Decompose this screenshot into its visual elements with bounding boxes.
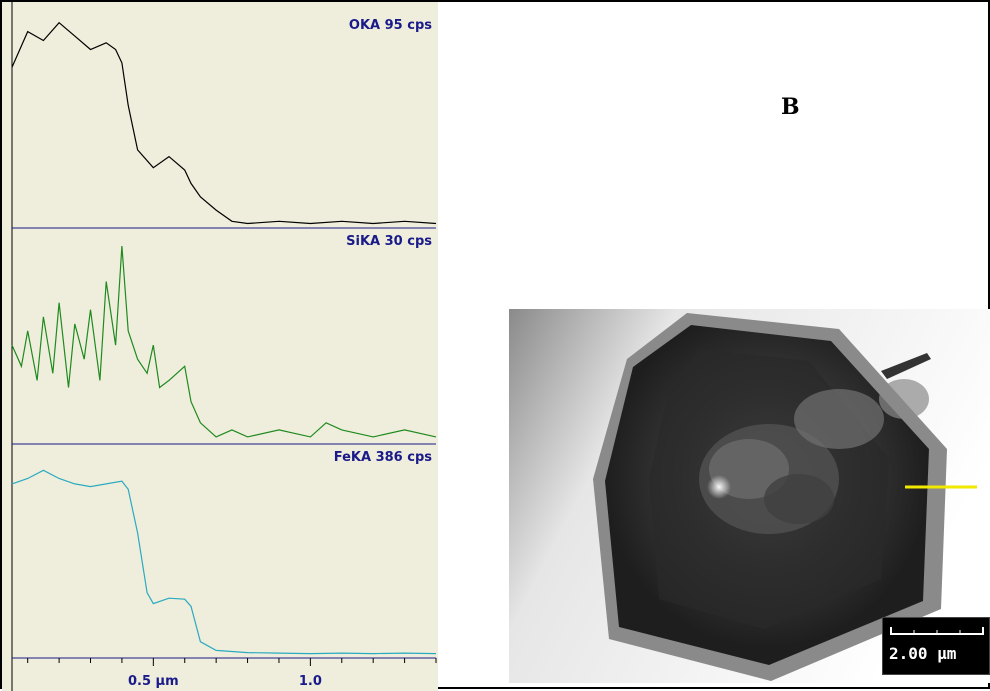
scale-bar-label: 2.00 µm xyxy=(889,644,957,663)
eds-line-scan-chart: OKA 95 cps SiKA 30 cps FeKA 386 cps 0.5 µm 1… xyxy=(2,2,438,691)
series-line-0 xyxy=(11,21,437,225)
series-label-0: OKA 95 cps xyxy=(349,18,432,33)
panel-label: B xyxy=(781,94,800,120)
series-label-1: SiKA 30 cps xyxy=(346,234,432,249)
series-line-1 xyxy=(11,246,437,438)
series-line-2 xyxy=(11,469,437,655)
scale-bar: 2.00 µm xyxy=(882,617,990,675)
x-tick-label: 0.5 µm xyxy=(128,674,179,689)
central-inclusion xyxy=(699,379,929,534)
scale-bar-ruler xyxy=(890,627,984,635)
chart-background xyxy=(2,2,438,691)
x-tick-label: 1.0 xyxy=(299,674,322,689)
series-label-2: FeKA 386 cps xyxy=(334,450,433,465)
needle-particle xyxy=(881,353,931,379)
